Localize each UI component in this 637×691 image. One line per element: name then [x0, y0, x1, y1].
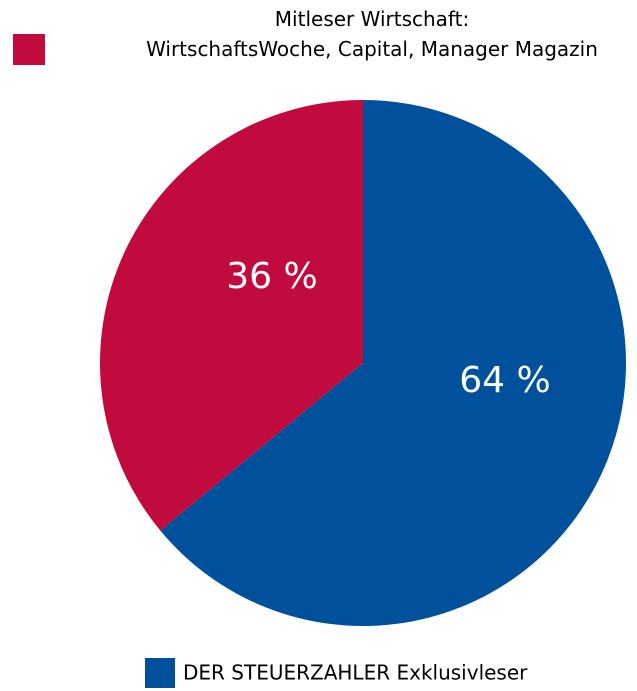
legend-swatch [145, 658, 175, 688]
pie-slice [160, 100, 626, 626]
legend-label: Mitleser Wirtschaft: WirtschaftsWoche, Ca… [146, 7, 598, 61]
data-label: 36 % [226, 256, 317, 297]
legend-label: DER STEUERZAHLER Exklusivleser [183, 661, 528, 685]
pie-slice [100, 100, 364, 531]
legend-swatch [13, 34, 45, 65]
data-label: 64 % [459, 360, 550, 401]
